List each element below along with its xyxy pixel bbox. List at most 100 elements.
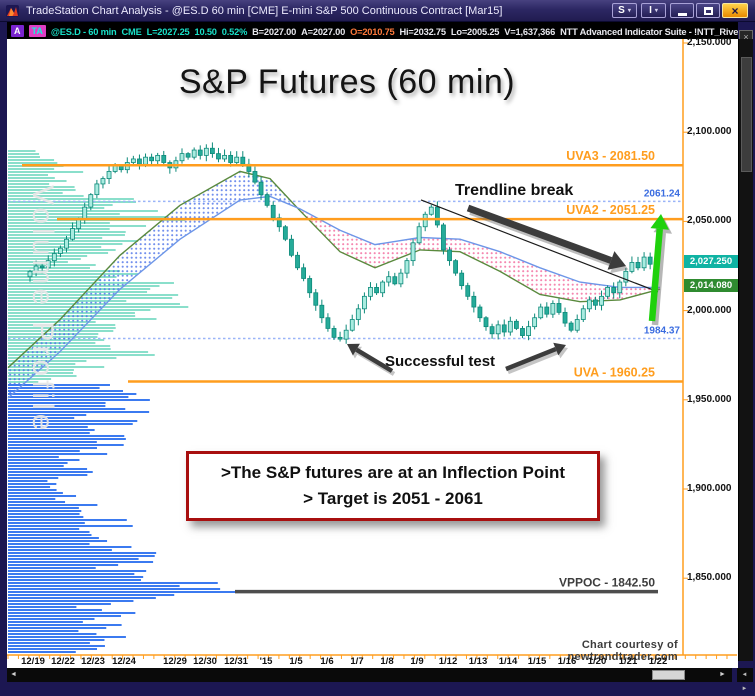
x-axis-label: 1/15 bbox=[521, 656, 553, 667]
status-segment: Hi=2032.75 bbox=[400, 27, 446, 37]
x-axis-label: 1/12 bbox=[432, 656, 464, 667]
minimize-icon bbox=[678, 13, 687, 16]
minimize-button[interactable] bbox=[670, 3, 694, 18]
close-button[interactable]: × bbox=[722, 3, 748, 18]
candle bbox=[508, 321, 512, 332]
y-axis-label: 1,900.000 bbox=[687, 483, 743, 494]
volume-bar bbox=[8, 174, 48, 176]
candle bbox=[107, 171, 111, 178]
candle bbox=[89, 195, 93, 207]
successful-test-label: Successful test bbox=[385, 353, 495, 370]
candle bbox=[241, 157, 245, 164]
volume-bar bbox=[8, 204, 113, 206]
candle bbox=[496, 325, 500, 334]
candle bbox=[569, 323, 573, 330]
candle bbox=[612, 287, 616, 292]
x-axis-label: 12/23 bbox=[77, 656, 109, 667]
inflection-note-line1: >The S&P futures are at an Inflection Po… bbox=[191, 460, 595, 486]
candle bbox=[387, 277, 391, 282]
vertical-scrollbar[interactable] bbox=[738, 39, 753, 661]
candle bbox=[563, 312, 567, 323]
restore-button[interactable] bbox=[696, 3, 720, 18]
candle bbox=[356, 309, 360, 320]
candle bbox=[119, 166, 123, 170]
candle bbox=[606, 287, 610, 296]
status-segment: O=2010.75 bbox=[350, 27, 394, 37]
y-axis-label: 2,050.000 bbox=[687, 215, 743, 226]
candle bbox=[502, 325, 506, 332]
candle bbox=[490, 327, 494, 334]
volume-profile-watermark: Volume Profile bbox=[25, 185, 59, 625]
candle bbox=[472, 296, 476, 307]
vertical-scrollbar-thumb[interactable] bbox=[741, 57, 752, 172]
candle bbox=[253, 171, 257, 182]
status-segment: CME bbox=[122, 27, 142, 37]
caret-down-icon: ▾ bbox=[655, 7, 658, 14]
candle bbox=[326, 318, 330, 329]
x-axis-label: 1/20 bbox=[581, 656, 613, 667]
candle bbox=[435, 207, 439, 225]
candle bbox=[630, 262, 634, 271]
y-axis-label: 2,100.000 bbox=[687, 126, 743, 137]
candle bbox=[460, 273, 464, 285]
pane-scroll-arrows[interactable]: ◄ ► bbox=[737, 668, 753, 682]
volume-bar bbox=[8, 627, 106, 629]
status-segment: L=2027.25 bbox=[147, 27, 190, 37]
volume-bar bbox=[8, 156, 40, 158]
y-axis-label: 1,850.000 bbox=[687, 572, 743, 583]
restore-icon bbox=[704, 7, 713, 15]
horizontal-scrollbar[interactable]: ◄ ► bbox=[7, 668, 732, 682]
indicators-dropdown-button[interactable]: I▾ bbox=[641, 3, 666, 18]
candle bbox=[95, 184, 99, 195]
analysis-badge[interactable]: A bbox=[11, 25, 24, 37]
candle bbox=[113, 166, 117, 171]
status-segment: A=2027.00 bbox=[301, 27, 345, 37]
candle bbox=[381, 282, 385, 293]
volume-bar bbox=[8, 153, 39, 155]
horizontal-scrollbar-thumb[interactable] bbox=[652, 670, 685, 680]
x-axis-label: 12/29 bbox=[159, 656, 191, 667]
level-label: 2061.24 bbox=[644, 188, 681, 199]
candle bbox=[229, 155, 233, 162]
candle bbox=[636, 262, 640, 267]
level-label: 1984.37 bbox=[644, 325, 681, 336]
volume-bar bbox=[8, 150, 35, 152]
candle bbox=[593, 300, 597, 305]
candle bbox=[478, 307, 482, 318]
scroll-left-icon[interactable]: ◄ bbox=[10, 671, 17, 678]
candle bbox=[223, 155, 227, 159]
status-segment: 10.50 bbox=[195, 27, 217, 37]
volume-bar bbox=[8, 603, 111, 605]
candle bbox=[350, 320, 354, 331]
x-axis-label: 12/31 bbox=[220, 656, 252, 667]
caret-down-icon: ▾ bbox=[628, 7, 631, 14]
volume-bar bbox=[8, 651, 76, 653]
styles-dropdown-button[interactable]: S▾ bbox=[612, 3, 637, 18]
volume-bar bbox=[8, 648, 97, 650]
status-segment: NTT Advanced Indicator Suite - !NTT_Rive… bbox=[560, 27, 738, 37]
candle bbox=[314, 293, 318, 305]
candle bbox=[466, 286, 470, 297]
y-axis-label: 2,000.000 bbox=[687, 305, 743, 316]
titlebar[interactable]: TradeStation Chart Analysis - @ES.D 60 m… bbox=[0, 0, 755, 22]
x-axis-label: 12/19 bbox=[17, 656, 49, 667]
candle bbox=[308, 278, 312, 292]
candle bbox=[150, 157, 154, 161]
candle bbox=[101, 179, 105, 184]
candle bbox=[71, 229, 75, 240]
scroll-right-icon[interactable]: ► bbox=[719, 671, 726, 678]
candle bbox=[648, 257, 652, 264]
ta-badge[interactable]: TA bbox=[29, 25, 46, 37]
candle bbox=[162, 155, 166, 162]
candle bbox=[399, 273, 403, 284]
candle bbox=[271, 205, 275, 217]
candle bbox=[216, 154, 220, 159]
candle bbox=[393, 277, 397, 284]
candle bbox=[137, 159, 141, 164]
tradestation-logo-icon bbox=[6, 4, 20, 18]
x-axis-label: 1/16 bbox=[551, 656, 583, 667]
volume-bar bbox=[8, 645, 105, 647]
